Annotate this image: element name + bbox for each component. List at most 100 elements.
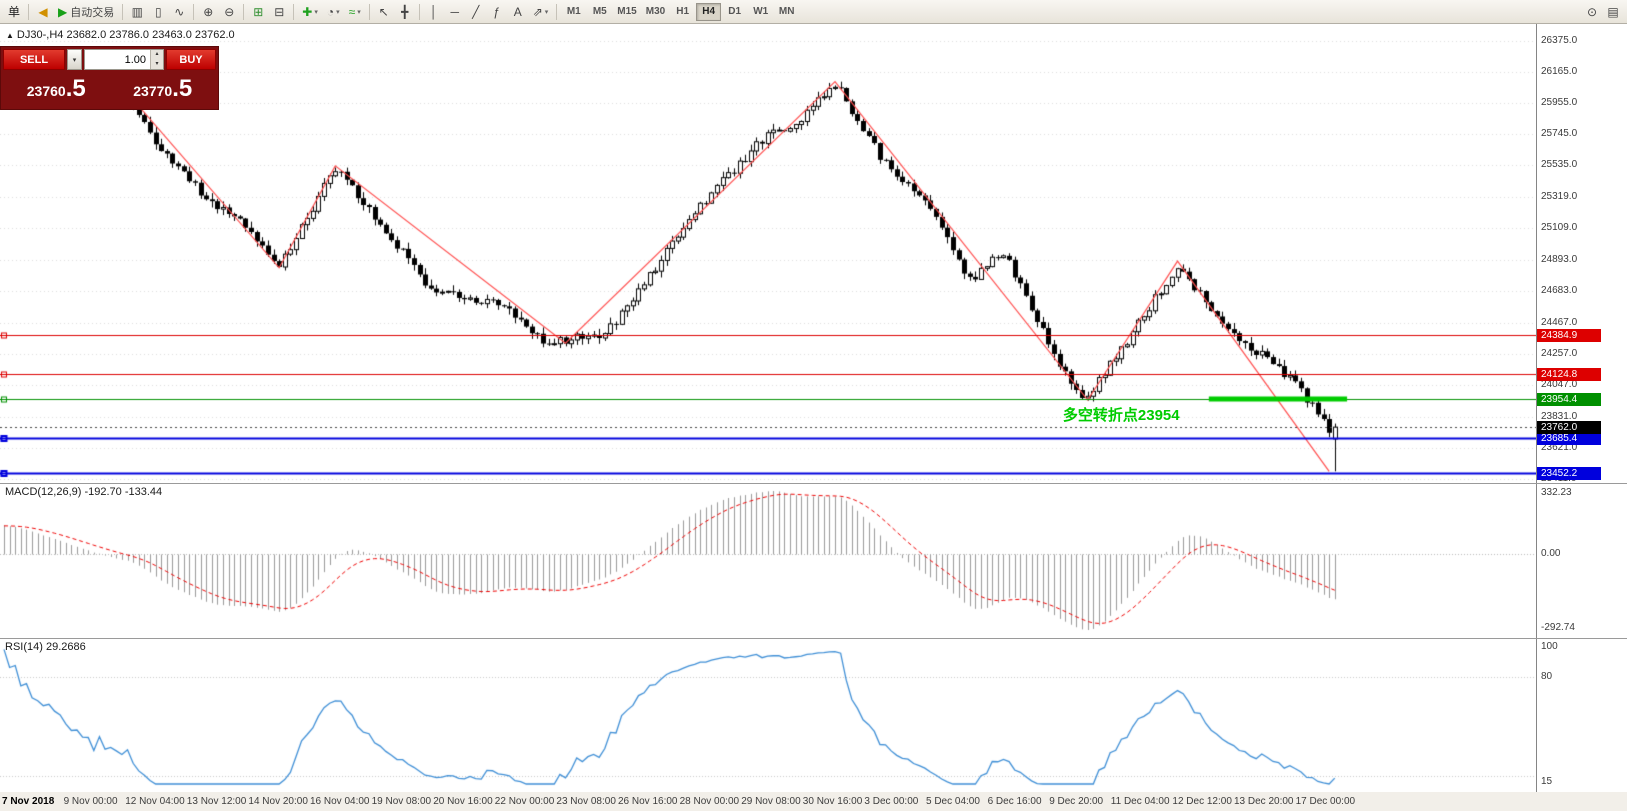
timeframe-m15-button[interactable]: M15 [613,3,640,21]
new-order-button[interactable]: 单 [4,2,24,22]
trendline-button[interactable]: ╱ [466,2,486,22]
price-axis-label: 24047.0 [1541,379,1578,390]
price-axis-label: 26165.0 [1541,66,1578,77]
arrange-windows-button[interactable]: ⊟ [269,2,289,22]
time-axis[interactable]: 7 Nov 2018 9 Nov 00:00 12 Nov 04:00 13 Nov … [0,792,1627,811]
turning-point-annotation[interactable]: 多空转折点23954 [1062,406,1180,424]
price-axis-label: 25955.0 [1541,97,1578,108]
arrows-tool-icon: ⇗ [532,4,543,19]
rsi-label: RSI(14) 29.2686 [5,641,86,653]
line-chart-button[interactable]: ∿ [169,2,189,22]
time-axis-label: 7 Nov 2018 [2,796,55,807]
cursor-button[interactable]: ↖ [374,2,394,22]
new-chart-icon: ✚ [302,4,313,19]
toolbar-separator [28,3,30,20]
price-axis-label: 23621.0 [1541,442,1578,453]
toolbar-separator [243,3,245,20]
time-axis-label: 28 Nov 00:00 [679,796,740,807]
time-axis-label: 3 Dec 00:00 [864,796,919,807]
volume-dropdown-button[interactable]: ▾ [67,49,82,70]
time-axis-label: 12 Dec 12:00 [1172,796,1232,807]
volume-field[interactable]: ▴ ▾ [84,49,164,70]
tile-windows-icon: ⊞ [253,4,264,19]
price-axis-label: 25109.0 [1541,222,1578,233]
price-axis[interactable]: 26375.0 26165.0 25955.0 25745.0 25535.0 25319… [1536,24,1627,792]
time-axis-label: 12 Nov 04:00 [125,796,185,807]
time-axis-label: 23 Nov 08:00 [556,796,616,807]
data-window-button[interactable]: ▤ [1603,2,1623,22]
toolbar-separator [418,3,420,20]
zoom-in-button[interactable]: ⊕ [198,2,218,22]
text-label-button[interactable]: A [508,2,528,22]
price-axis-label: 25535.0 [1541,159,1578,170]
rsi-indicator-canvas[interactable] [0,638,1536,792]
panel-separator[interactable] [0,638,1627,639]
horizontal-line-button[interactable]: ─ [445,2,465,22]
magnifier-button[interactable]: ⊙ [1582,2,1602,22]
text-label-icon: A [513,4,522,19]
price-chart-canvas[interactable] [0,24,1536,483]
price-axis-label: 26375.0 [1541,35,1578,46]
hline-price-tag: 23452.2 [1537,467,1601,480]
crosshair-button[interactable]: ╋ [395,2,415,22]
time-axis-label: 9 Nov 00:00 [63,796,118,807]
timeframe-m1-button[interactable]: M1 [561,3,586,21]
buy-price[interactable]: 23770.5 [133,74,193,102]
volume-input[interactable] [84,49,164,70]
sound-button[interactable]: ◀ [33,2,53,22]
trendline-icon: ╱ [472,4,480,19]
autotrade-button[interactable]: ▶ 自动交易 [54,2,118,22]
timeframe-h1-button[interactable]: H1 [670,3,695,21]
hline-price-tag: 24384.9 [1537,329,1601,342]
buy-button[interactable]: BUY [166,49,216,70]
timeframe-w1-button[interactable]: W1 [748,3,773,21]
zoom-out-button[interactable]: ⊖ [219,2,239,22]
zoom-in-icon: ⊕ [203,4,214,19]
timeframe-h4-button[interactable]: H4 [696,2,722,21]
vertical-line-icon: │ [429,4,438,19]
sound-icon: ◀ [38,4,48,19]
volume-up-icon[interactable]: ▴ [155,51,159,57]
symbol-timeframe-label: DJ30-,H4 [16,29,64,41]
time-axis-label: 13 Dec 20:00 [1234,796,1294,807]
sell-button[interactable]: SELL [3,49,65,70]
toolbar-separator [556,3,558,20]
period-icon: ◔ [326,4,335,19]
volume-down-icon[interactable]: ▾ [155,60,159,67]
tile-windows-button[interactable]: ⊞ [248,2,268,22]
time-axis-label: 19 Nov 08:00 [371,796,432,807]
timeframe-m5-button[interactable]: M5 [587,3,612,21]
fibonacci-button[interactable]: ƒ [487,2,507,22]
vertical-line-button[interactable]: │ [424,2,444,22]
sell-price[interactable]: 23760.5 [26,74,86,102]
arrows-tool-button[interactable]: ⇗ ▾ [529,2,553,22]
panel-separator[interactable] [0,483,1627,484]
macd-axis-label: 332.23 [1541,487,1572,498]
timeframe-d1-button[interactable]: D1 [722,3,747,21]
bar-chart-button[interactable]: ▥ [127,2,147,22]
macd-axis-label: 0.00 [1541,548,1561,559]
fibonacci-icon: ƒ [493,4,501,19]
time-axis-label: 26 Nov 16:00 [618,796,678,807]
candlestick-chart-button[interactable]: ▯ [148,2,168,22]
autotrade-label: 自动交易 [70,6,115,19]
period-button[interactable]: ◔ ▾ [323,2,344,22]
new-chart-button[interactable]: ✚ ▾ [298,2,322,22]
timeframe-m30-button[interactable]: M30 [642,3,669,21]
dropdown-arrow-icon: ▾ [544,8,549,16]
time-axis-label: 13 Nov 12:00 [186,796,247,807]
indicators-button[interactable]: ≈ ▾ [345,2,365,22]
one-click-trading-panel: SELL ▾ ▴ ▾ BUY 23760.5 23770.5 [0,46,219,110]
macd-indicator-canvas[interactable] [0,483,1536,638]
time-axis-label: 22 Nov 00:00 [494,796,555,807]
timeframe-mn-button[interactable]: MN [774,3,799,21]
time-axis-label: 30 Nov 16:00 [802,796,863,807]
macd-axis-label: -292.74 [1541,622,1575,633]
indicators-icon: ≈ [348,4,356,19]
line-chart-icon: ∿ [174,4,185,19]
volume-stepper[interactable]: ▴ ▾ [150,50,163,69]
price-axis-label: 24467.0 [1541,317,1578,328]
dropdown-arrow-icon: ▾ [336,8,340,16]
toolbar-separator [293,3,295,20]
time-axis-label: 11 Dec 04:00 [1110,796,1170,807]
